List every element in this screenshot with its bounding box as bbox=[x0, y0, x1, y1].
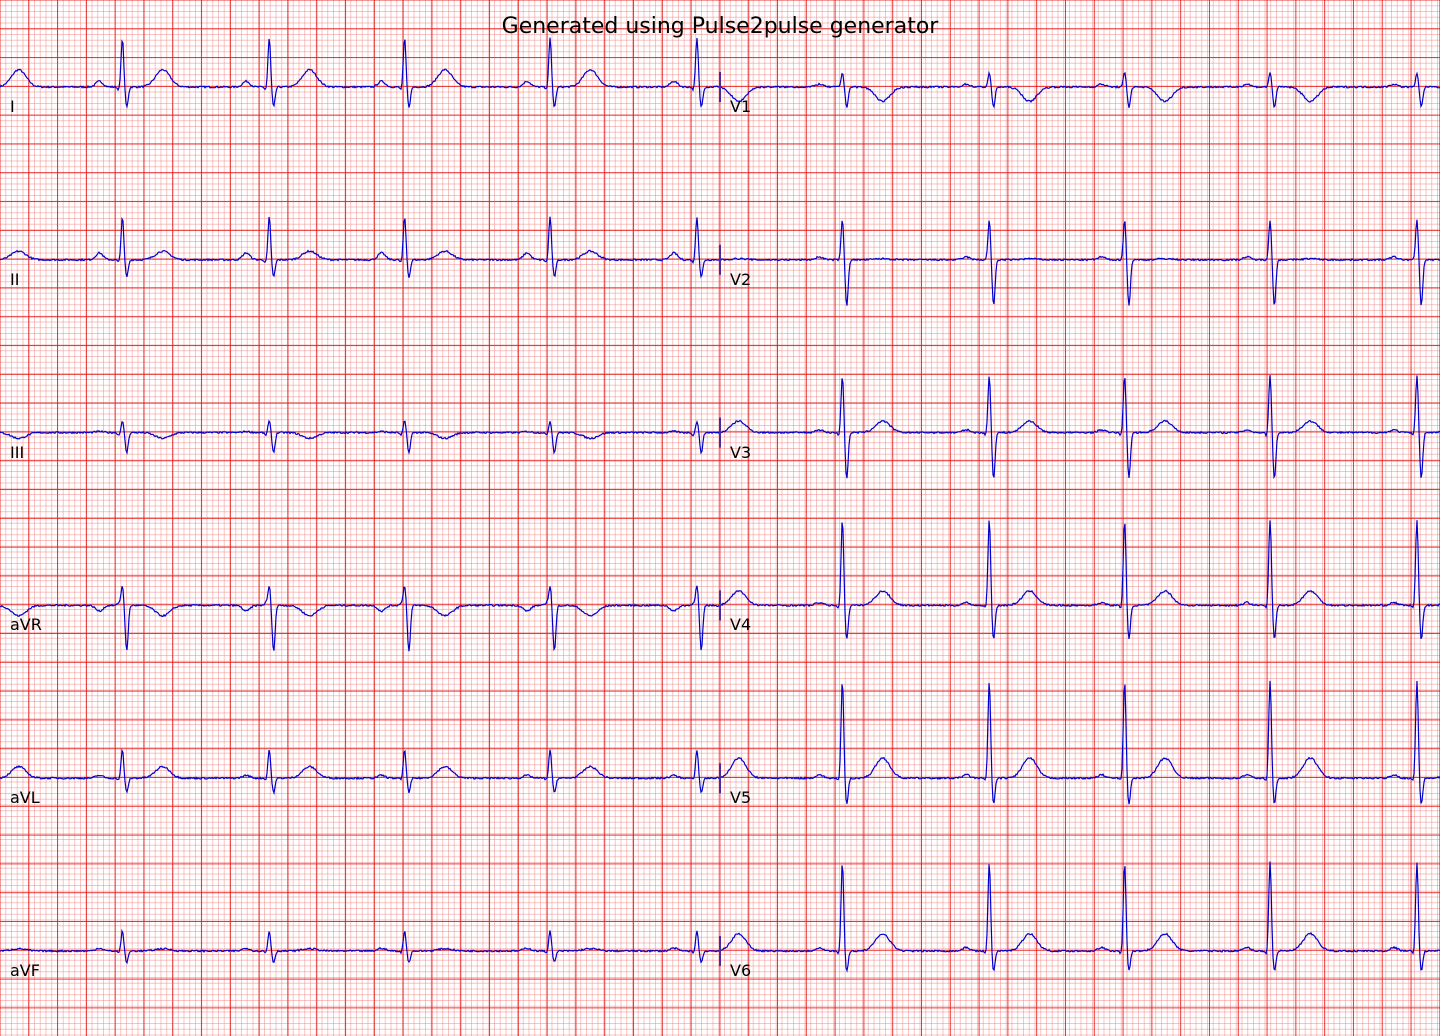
trace-avl bbox=[0, 748, 721, 796]
trace-iii bbox=[0, 419, 721, 455]
lead-label-v5: V5 bbox=[730, 788, 752, 808]
trace-ii bbox=[0, 216, 721, 279]
lead-label-v6: V6 bbox=[730, 961, 752, 980]
trace-v3 bbox=[719, 375, 1440, 480]
lead-label-iii: III bbox=[10, 442, 25, 462]
trace-i bbox=[0, 37, 721, 109]
lead-label-avr: aVR bbox=[10, 615, 42, 635]
lead-label-ii: II bbox=[10, 269, 20, 289]
chart-title: Generated using Pulse2pulse generator bbox=[501, 14, 939, 39]
trace-v6 bbox=[719, 861, 1440, 973]
trace-v1 bbox=[719, 70, 1440, 109]
trace-v4 bbox=[719, 520, 1440, 640]
lead-label-i: I bbox=[10, 97, 15, 116]
trace-avr bbox=[0, 585, 721, 652]
lead-label-v1: V1 bbox=[730, 97, 752, 116]
lead-label-avl: aVL bbox=[10, 788, 40, 808]
lead-label-avf: aVF bbox=[10, 961, 40, 980]
trace-v2 bbox=[719, 219, 1440, 306]
lead-label-v3: V3 bbox=[730, 442, 752, 462]
lead-label-v4: V4 bbox=[730, 615, 752, 635]
lead-label-v2: V2 bbox=[730, 269, 752, 289]
trace-avf bbox=[0, 928, 721, 965]
trace-v5 bbox=[719, 680, 1440, 805]
